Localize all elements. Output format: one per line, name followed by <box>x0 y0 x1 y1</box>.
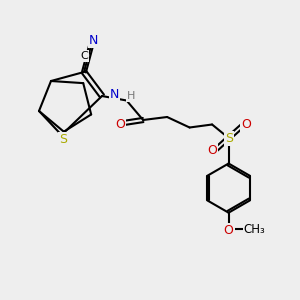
Text: O: O <box>241 118 250 131</box>
Text: C: C <box>80 51 88 61</box>
Text: O: O <box>208 144 217 158</box>
Text: S: S <box>225 131 233 145</box>
Text: N: N <box>88 34 98 46</box>
Text: O: O <box>115 118 125 131</box>
Text: O: O <box>224 224 233 237</box>
Text: H: H <box>127 91 135 101</box>
Text: N: N <box>110 88 119 101</box>
Text: S: S <box>59 133 67 146</box>
Text: CH₃: CH₃ <box>244 223 266 236</box>
